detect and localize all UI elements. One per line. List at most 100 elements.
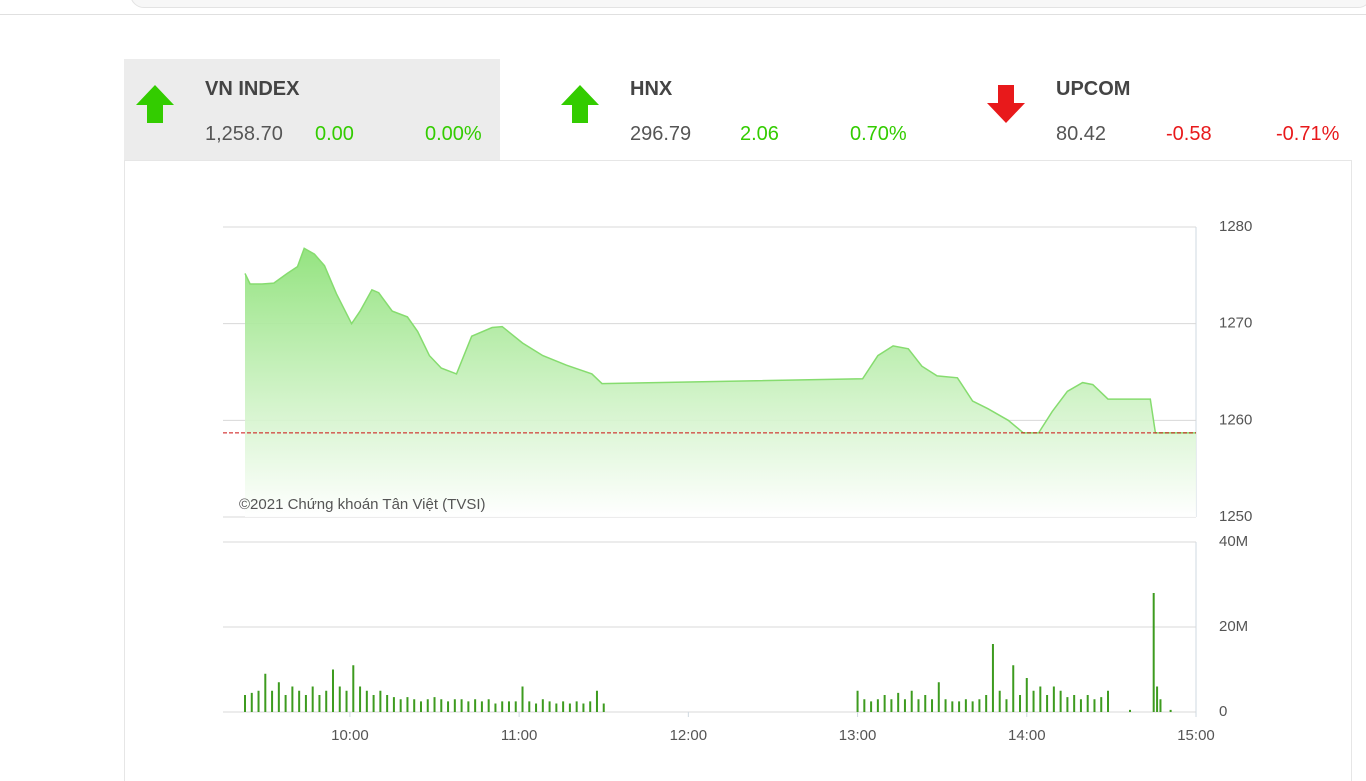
volume-bar [304, 695, 307, 712]
volume-bar [467, 701, 470, 712]
index-change: 0.00 [315, 123, 354, 145]
volume-bar [863, 699, 866, 712]
volume-bar [1032, 690, 1035, 712]
volume-bar [325, 690, 328, 712]
volume-bar [359, 686, 362, 712]
volume-bar [1156, 686, 1159, 712]
volume-bar [951, 701, 954, 712]
volume-bar [1059, 690, 1062, 712]
volume-bar [1012, 665, 1015, 712]
volume-bar [575, 701, 578, 712]
index-percent: 0.00% [425, 123, 482, 145]
volume-bar [555, 703, 558, 712]
y-tick-label: 40M [1219, 533, 1248, 550]
volume-bar [419, 701, 422, 712]
y-tick-label: 1270 [1219, 315, 1252, 332]
volume-bar [291, 686, 294, 712]
volume-bar [1169, 709, 1172, 712]
volume-bar [460, 699, 463, 712]
chart-panel: 1250 1260 1270 1280 ©2021 Chứng khoán Tân Vi… [124, 160, 1352, 781]
volume-bar [870, 701, 873, 712]
price-area [244, 248, 1196, 518]
volume-bar [284, 695, 287, 712]
index-tab[interactable]: HNX 296.79 2.06 0.70% [549, 59, 925, 161]
volume-bar [910, 690, 913, 712]
index-change: 2.06 [740, 123, 779, 145]
volume-bar [964, 699, 967, 712]
x-tick-label: 11:00 [501, 727, 537, 744]
volume-bar [897, 692, 900, 712]
volume-bar [507, 701, 510, 712]
volume-bar [1107, 690, 1110, 712]
search-bar[interactable] [130, 0, 1366, 8]
index-tab[interactable]: VN INDEX 1,258.70 0.00 0.00% [124, 59, 500, 161]
volume-bar [413, 699, 416, 712]
volume-bar [944, 699, 947, 712]
volume-bar [433, 697, 436, 712]
chart: 1250 1260 1270 1280 ©2021 Chứng khoán Tân Vi… [223, 218, 1252, 744]
volume-bar [568, 703, 571, 712]
volume-bar [494, 703, 497, 712]
volume-bar [998, 690, 1001, 712]
price-line [244, 247, 1196, 434]
x-tick-label: 10:00 [331, 727, 369, 744]
volume-bar [487, 699, 490, 712]
volume-bar [1005, 699, 1008, 712]
volume-bar [1019, 695, 1022, 712]
volume-bar [311, 686, 314, 712]
volume-bar [1093, 699, 1096, 712]
volume-bar [480, 701, 483, 712]
index-percent: -0.71% [1276, 123, 1340, 145]
index-value: 296.79 [630, 123, 692, 145]
volume-bar [447, 701, 450, 712]
volume-bar [277, 682, 280, 712]
y-tick-label: 1260 [1219, 411, 1252, 428]
volume-bar [903, 699, 906, 712]
volume-bar [1066, 697, 1069, 712]
volume-bar [379, 690, 382, 712]
divider [0, 14, 1366, 15]
volume-bar [345, 690, 348, 712]
volume-bar [937, 682, 940, 712]
volume-bar [453, 699, 456, 712]
volume-bar [1159, 699, 1162, 712]
index-tab[interactable]: UPCOM 80.42 -0.58 -0.71% [975, 59, 1351, 161]
volume-bar [1129, 709, 1132, 712]
index-change: -0.58 [1166, 123, 1212, 145]
volume-bar [883, 695, 886, 712]
volume-bar [1100, 697, 1103, 712]
index-value: 80.42 [1056, 123, 1107, 145]
volume-bar [243, 695, 246, 712]
volume-bar [406, 697, 409, 712]
volume-bar [924, 695, 927, 712]
volume-bar [582, 703, 585, 712]
volume-bar [931, 699, 934, 712]
volume-bar [541, 699, 544, 712]
volume-bar [1039, 686, 1042, 712]
volume-bar [1152, 593, 1155, 712]
volume-bar [535, 703, 538, 712]
index-percent: 0.70% [850, 123, 907, 145]
volume-bar [917, 699, 920, 712]
volume-bar [257, 690, 260, 712]
volume-bar [250, 692, 253, 712]
x-tick-label: 14:00 [1008, 727, 1046, 744]
volume-bar [548, 701, 551, 712]
y-tick-label: 1250 [1219, 508, 1252, 525]
trend-arrow [561, 85, 599, 123]
volume-bar [298, 690, 301, 712]
y-tick-label: 1280 [1219, 218, 1252, 235]
volume-bar [372, 695, 375, 712]
volume-bar [595, 690, 598, 712]
index-name: HNX [630, 78, 673, 100]
index-name: UPCOM [1056, 78, 1131, 100]
volume-bar [352, 665, 355, 712]
volume-bar [602, 703, 605, 712]
volume-bar [331, 669, 334, 712]
volume-bar [890, 699, 893, 712]
volume-bar [501, 701, 504, 712]
volume-bar [271, 690, 274, 712]
volume-bar [264, 673, 267, 712]
x-tick-label: 12:00 [670, 727, 708, 744]
index-value: 1,258.70 [205, 123, 283, 145]
